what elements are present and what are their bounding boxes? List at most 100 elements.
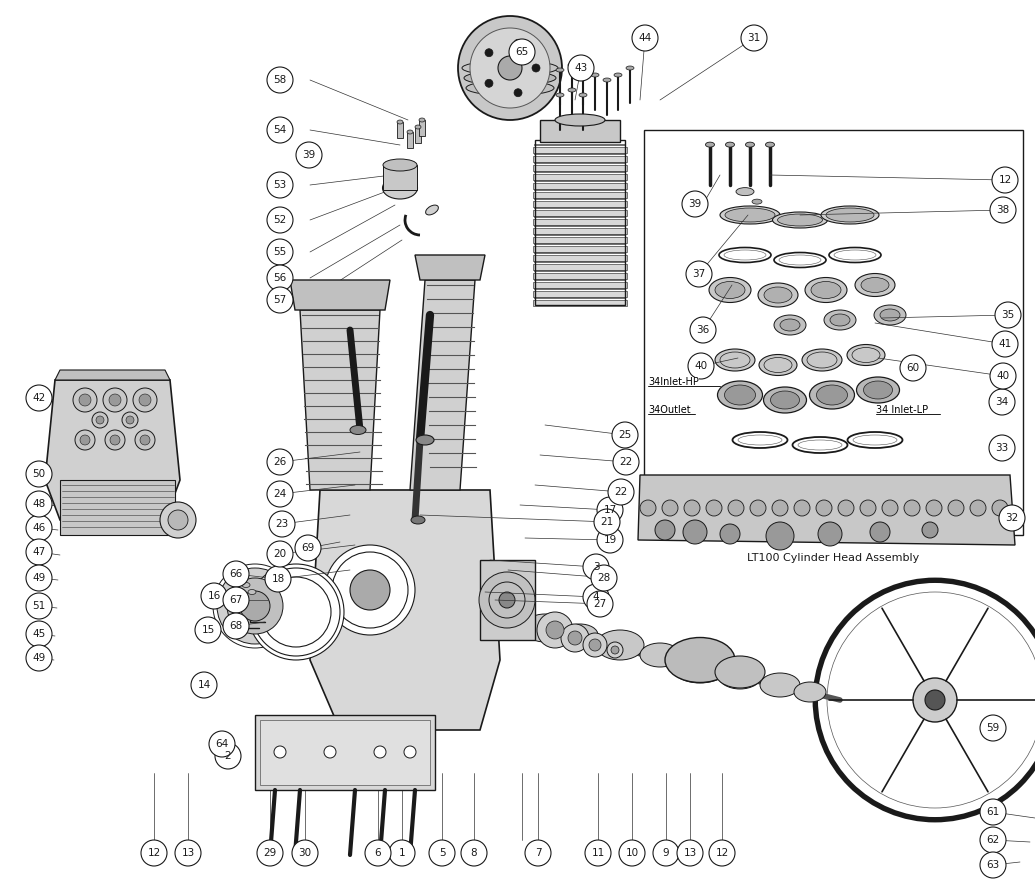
Text: 53: 53 [273,180,287,190]
Circle shape [989,389,1015,415]
Circle shape [583,554,609,580]
Text: 49: 49 [32,653,46,663]
Bar [540,120,620,142]
Circle shape [870,522,890,542]
Polygon shape [300,310,380,490]
Circle shape [26,491,52,517]
Bar [533,255,627,261]
Circle shape [428,840,455,866]
Ellipse shape [715,282,745,299]
Ellipse shape [425,205,439,215]
Circle shape [922,522,938,538]
Text: 34 Inlet-LP: 34 Inlet-LP [876,405,928,415]
Ellipse shape [596,630,644,660]
Ellipse shape [462,61,558,75]
Text: 11: 11 [591,848,604,858]
Circle shape [980,827,1006,853]
Polygon shape [410,280,475,490]
Ellipse shape [736,188,755,196]
Circle shape [461,840,487,866]
Bar [533,174,627,180]
Circle shape [568,55,594,81]
Circle shape [514,89,522,97]
Ellipse shape [853,435,897,445]
Text: 40: 40 [997,371,1009,381]
Circle shape [838,500,854,516]
Ellipse shape [764,387,806,413]
Circle shape [980,852,1006,878]
Circle shape [350,570,390,610]
Circle shape [766,522,794,550]
Ellipse shape [798,440,842,450]
Circle shape [267,541,293,567]
Circle shape [608,479,634,505]
Ellipse shape [726,142,735,148]
Ellipse shape [880,309,900,321]
Ellipse shape [717,381,763,409]
Ellipse shape [817,385,848,405]
Ellipse shape [724,385,756,405]
Circle shape [267,265,293,291]
Ellipse shape [603,78,611,82]
Ellipse shape [614,73,622,77]
Circle shape [267,481,293,507]
Circle shape [499,592,515,608]
Bar [533,246,627,252]
Circle shape [709,840,735,866]
Circle shape [485,80,493,88]
Circle shape [126,416,134,424]
Circle shape [265,566,291,592]
Circle shape [741,25,767,51]
Circle shape [26,565,52,591]
Circle shape [509,39,535,65]
Ellipse shape [802,349,842,371]
Text: 4: 4 [593,592,599,602]
Ellipse shape [706,142,714,148]
Bar [533,183,627,189]
Ellipse shape [591,73,599,77]
Ellipse shape [770,391,799,409]
Circle shape [970,500,986,516]
Circle shape [324,746,336,758]
Circle shape [26,461,52,487]
Circle shape [223,561,249,587]
Ellipse shape [466,80,554,96]
Circle shape [882,500,898,516]
Text: 56: 56 [273,273,287,283]
Ellipse shape [640,643,680,667]
Circle shape [860,500,876,516]
Polygon shape [638,475,1015,545]
Circle shape [537,612,573,648]
Circle shape [267,117,293,143]
Circle shape [925,690,945,710]
Ellipse shape [416,435,434,445]
Ellipse shape [857,377,899,403]
Circle shape [818,522,842,546]
Text: 41: 41 [999,339,1011,349]
Circle shape [374,746,386,758]
Circle shape [999,505,1025,531]
Text: 45: 45 [32,629,46,639]
Text: 54: 54 [273,125,287,135]
Ellipse shape [407,130,413,134]
Circle shape [92,412,108,428]
Circle shape [525,840,551,866]
Circle shape [292,840,318,866]
Circle shape [632,25,658,51]
Circle shape [26,385,52,411]
Ellipse shape [562,624,598,646]
Ellipse shape [397,120,403,124]
Ellipse shape [670,647,730,683]
Circle shape [209,731,235,757]
Circle shape [989,435,1015,461]
Text: 10: 10 [625,848,639,858]
Bar [415,127,421,143]
Text: 66: 66 [230,569,242,579]
Circle shape [568,631,582,645]
Circle shape [227,578,283,634]
Circle shape [267,287,293,313]
Ellipse shape [805,277,847,302]
Text: 3: 3 [593,562,599,572]
Ellipse shape [242,583,250,587]
Text: 55: 55 [273,247,287,257]
